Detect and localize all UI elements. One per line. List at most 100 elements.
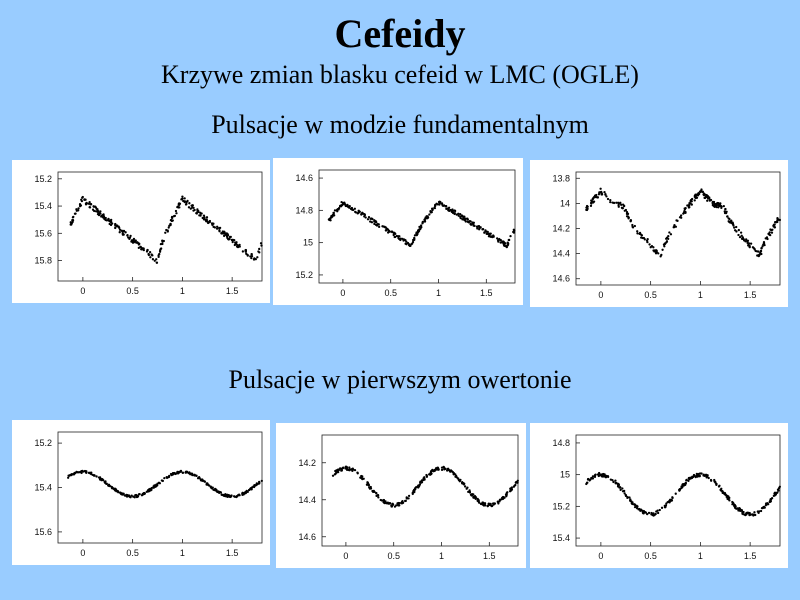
data-point: [428, 213, 431, 216]
data-point: [366, 481, 369, 484]
section-overtone-label: Pulsacje w pierwszym owertonie: [228, 365, 572, 394]
data-point: [343, 201, 346, 204]
data-point: [236, 245, 240, 249]
data-point: [167, 475, 171, 479]
data-point: [485, 230, 488, 233]
data-point: [483, 231, 486, 234]
data-point: [498, 498, 502, 502]
data-point: [411, 240, 415, 244]
data-point: [99, 210, 102, 213]
data-point: [659, 255, 662, 258]
data-point: [205, 216, 209, 219]
data-point: [83, 198, 86, 201]
data-point: [455, 476, 458, 479]
data-point: [658, 508, 661, 512]
data-point: [256, 256, 259, 259]
data-point: [244, 250, 247, 253]
data-point: [153, 259, 156, 262]
data-point: [755, 250, 759, 253]
data-point: [121, 233, 125, 236]
data-point: [691, 475, 694, 478]
data-point: [408, 243, 411, 246]
data-point: [161, 479, 165, 483]
data-point: [718, 204, 721, 208]
data-point: [762, 505, 766, 509]
data-point: [693, 474, 696, 477]
data-point: [472, 493, 475, 496]
data-point: [452, 472, 455, 476]
x-tick-label: 1.5: [226, 286, 239, 296]
data-point: [360, 212, 363, 215]
data-point: [714, 205, 718, 208]
x-tick-label: 0.5: [644, 290, 657, 300]
data-point: [93, 474, 96, 477]
data-point: [398, 235, 401, 238]
data-point: [648, 243, 651, 246]
data-point: [477, 225, 481, 228]
data-point: [105, 482, 108, 485]
x-tick-label: 1: [180, 286, 185, 296]
data-point: [616, 201, 620, 204]
data-point: [124, 231, 127, 234]
data-point: [615, 201, 618, 204]
data-point: [725, 495, 728, 499]
data-point: [589, 478, 592, 481]
data-point: [181, 197, 184, 200]
data-point: [164, 231, 167, 234]
data-point: [514, 483, 517, 487]
data-point: [215, 227, 219, 230]
data-point: [609, 478, 612, 481]
data-point: [209, 486, 213, 489]
data-point: [655, 510, 658, 513]
data-point: [708, 199, 711, 202]
data-point: [138, 493, 141, 496]
data-point: [417, 229, 421, 233]
data-point: [772, 494, 775, 498]
x-tick-label: 0: [598, 290, 603, 300]
data-point: [592, 196, 596, 199]
data-point: [629, 220, 632, 223]
data-point: [739, 508, 742, 511]
data-point: [423, 220, 427, 223]
x-tick-label: 1.5: [744, 551, 757, 561]
data-point: [161, 240, 164, 243]
data-point: [186, 199, 189, 203]
data-point: [633, 503, 636, 506]
data-point: [690, 203, 693, 206]
data-point: [720, 206, 723, 209]
data-point: [193, 473, 196, 477]
data-point: [450, 209, 453, 212]
data-point: [594, 195, 598, 199]
data-point: [621, 487, 624, 490]
y-tick-label: 15.6: [34, 527, 52, 537]
data-point: [609, 199, 612, 202]
data-point: [631, 502, 634, 506]
data-point: [203, 218, 206, 221]
data-point: [463, 485, 467, 488]
data-point: [241, 250, 245, 253]
data-point: [188, 472, 191, 475]
data-point: [203, 480, 206, 483]
data-point: [332, 211, 336, 215]
data-point: [506, 244, 509, 247]
data-point: [510, 486, 513, 490]
data-point: [769, 499, 772, 502]
data-point: [727, 498, 730, 501]
x-tick-label: 0: [343, 551, 348, 561]
data-point: [746, 239, 750, 242]
data-point: [173, 214, 177, 218]
y-tick-label: 14.6: [295, 173, 313, 183]
data-point: [685, 479, 688, 482]
data-point: [413, 238, 416, 242]
data-point: [145, 250, 149, 253]
data-point: [586, 207, 589, 210]
x-tick-label: 0.5: [126, 548, 139, 558]
data-point: [655, 249, 658, 252]
data-point: [340, 469, 344, 472]
y-tick-label: 14.8: [295, 205, 313, 215]
data-point: [236, 244, 239, 247]
data-point: [589, 204, 593, 208]
data-point: [206, 221, 210, 225]
data-point: [404, 242, 407, 245]
data-point: [154, 485, 157, 488]
